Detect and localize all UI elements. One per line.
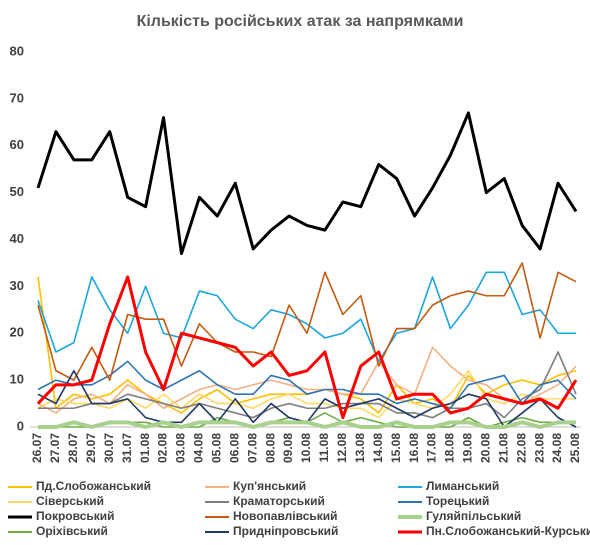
x-tick-label: 23.08 [532,433,546,463]
x-tick-label: 03.08 [174,433,188,463]
series-line [37,262,577,381]
legend-label: Куп'янський [233,479,306,493]
x-tick-label: 15.08 [389,433,403,463]
x-tick-label: 09.08 [281,433,295,463]
series-line [38,420,576,429]
legend-label: Торецький [426,494,489,508]
legend-label: Гуляйпільський [426,509,521,523]
series-line [38,351,577,419]
y-tick-label: 70 [10,90,24,105]
x-tick-label: 24.08 [550,433,564,463]
x-tick-label: 05.08 [210,433,224,463]
x-tick-label: 16.08 [407,433,421,463]
x-tick-label: 17.08 [425,433,439,463]
y-tick-label: 20 [10,325,24,340]
series-line [37,271,576,363]
x-tick-label: 20.08 [479,433,493,463]
x-tick-label: 27.07 [48,433,62,463]
legend-label: Лиманський [426,479,499,493]
legend-label: Сіверський [36,494,104,508]
series-line [38,412,576,428]
x-tick-label: 25.08 [568,433,582,463]
legend-label: Оріхівський [36,524,108,538]
series-line [37,360,577,410]
x-tick-label: 13.08 [353,433,367,463]
x-tick-label: 28.07 [66,433,80,463]
x-tick-label: 21.08 [496,433,510,463]
y-tick-label: 0 [17,418,24,433]
x-tick-label: 26.07 [30,433,44,463]
legend-label: Пд.Слобожанський [36,479,151,493]
x-tick-label: 30.07 [102,433,116,463]
x-tick-label: 18.08 [443,433,457,463]
series-line [37,346,577,414]
chart-title: Кількість російських атак за напрямками [137,13,464,30]
x-tick-label: 29.07 [84,433,98,463]
series-line [36,111,578,256]
x-tick-label: 06.08 [227,433,241,463]
x-tick-label: 07.08 [245,433,259,463]
x-tick-label: 08.08 [263,433,277,463]
y-tick-label: 40 [10,231,24,246]
x-tick-label: 11.08 [317,433,331,463]
y-tick-label: 50 [10,184,24,199]
x-tick-label: 22.08 [514,433,528,463]
x-tick-label: 10.08 [299,433,313,463]
x-tick-label: 01.08 [138,433,152,463]
legend-label: Придніпровський [233,524,338,538]
x-tick-label: 31.07 [120,433,134,463]
y-tick-label: 30 [10,278,24,293]
legend-label: Пн.Слобожанський-Курський [426,524,590,538]
legend-label: Краматорський [233,494,325,508]
x-tick-label: 02.08 [156,433,170,463]
x-tick-label: 04.08 [192,433,206,463]
x-tick-label: 19.08 [461,433,475,463]
series-line [36,275,578,420]
x-tick-label: 12.08 [335,433,349,463]
legend-label: Новопавлівський [233,509,338,523]
x-tick-label: 14.08 [371,433,385,463]
y-tick-label: 10 [10,372,24,387]
y-tick-label: 80 [10,43,24,58]
legend-label: Покровський [36,509,115,523]
y-tick-label: 60 [10,137,24,152]
